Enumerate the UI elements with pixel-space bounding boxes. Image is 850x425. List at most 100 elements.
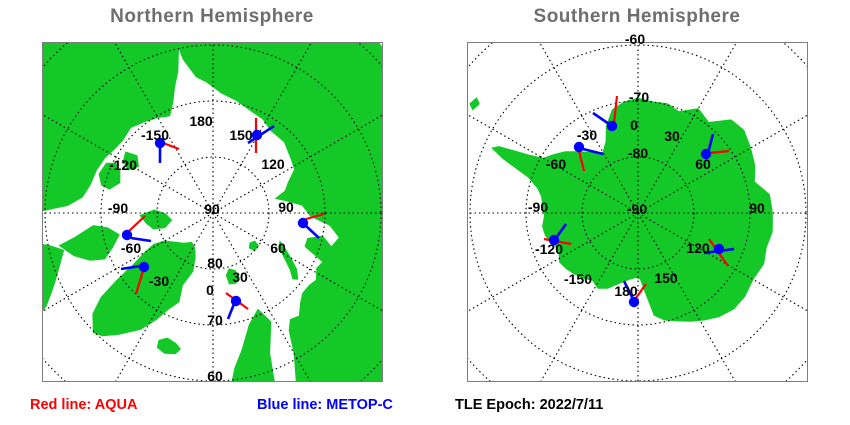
longitude-label: -60 [545,156,567,172]
landmass [122,151,139,171]
satellite-position-dot [154,137,166,149]
metop-c-track-line [622,280,635,300]
latitude-label: 80 [207,255,223,271]
south-hemisphere-map: -90 -80 -70 -60 0 30 60 90 120 150 180 -150 -120 -90 -… [467,32,808,382]
satellite-position-dot [251,129,263,141]
aqua-track-line [134,270,145,295]
landmass [58,225,120,261]
satellite-position-dot [121,229,133,241]
aqua-track-line [162,141,180,151]
metop-c-track-line [554,223,568,239]
latitude-circle [156,156,270,270]
satellite-position-dot [606,120,618,132]
longitude-label: 120 [261,156,285,172]
longitude-label: 120 [686,240,710,256]
meridian-line [540,212,639,381]
satellite-marker [154,137,180,163]
longitude-label: -90 [527,199,549,215]
longitude-label: -30 [148,273,170,289]
aqua-track-line [305,212,325,221]
aqua-track-line [128,215,146,232]
metop-c-track-line [226,303,236,320]
latitude-circle [581,156,695,270]
satellite-position-dot [548,234,560,246]
north-map-title: Northern Hemisphere [110,6,314,27]
meridian-line [468,114,639,214]
meridian-line [212,114,382,214]
landmass [98,162,121,190]
latitude-label: -90 [626,201,648,217]
meridian-line [539,43,639,214]
latitude-label: 60 [207,368,223,384]
longitude-label: -150 [563,271,593,287]
satellite-position-dot [713,243,725,255]
longitude-label: 60 [695,156,711,172]
meridian-line [212,212,311,381]
landmass [469,97,480,111]
meridian-line [637,114,807,214]
meridian-line [115,212,214,381]
aqua-track-line [612,95,619,124]
satellite-marker [573,141,604,172]
meridian-line [637,43,737,214]
longitude-label: -120 [108,157,138,173]
meridian-line [43,114,214,214]
landmass [248,240,259,252]
south-map-title: Southern Hemisphere [533,6,741,27]
satellite-position-dot [230,295,242,307]
longitude-label: 60 [270,240,286,256]
longitude-label: 180 [189,113,213,129]
landmass [278,240,299,280]
metop-c-track-line [592,111,610,126]
longitude-label: 90 [749,200,765,216]
meridian-line [212,212,382,312]
latitude-label: 70 [207,312,223,328]
meridian-line [637,212,807,312]
longitude-label: 180 [614,283,638,299]
legend-blue-line-metop-c: Blue line: METOP-C [257,397,393,413]
meridian-line [43,212,214,312]
satellite-marker [700,133,730,160]
longitude-label: 150 [654,270,678,286]
satellite-marker [120,261,150,295]
satellite-marker [247,118,275,153]
longitude-label: 0 [630,117,638,133]
aqua-track-line [635,283,647,299]
satellite-marker [703,238,735,267]
satellite-position-dot [297,217,309,229]
legend-tle-epoch: TLE Epoch: 2022/7/11 [455,397,604,413]
satellite-position-dot [628,296,640,308]
landmass [92,240,196,337]
satellite-marker [121,215,152,243]
satellite-position-dot [573,141,585,153]
longitude-label: 30 [232,269,248,285]
longitude-label: -60 [120,240,142,256]
aqua-track-line [708,149,730,155]
aqua-track-line [577,150,586,172]
meridian-line [212,43,312,214]
north-hemisphere-map: 90 80 70 60 180 -150 150 -120 120 -90 90 -60 60 -30 30… [42,42,383,384]
metop-c-track-line [305,225,320,239]
satellite-position-dot [138,261,150,273]
metop-c-track-line [130,236,152,243]
satellite-marker [297,212,325,239]
satellite-position-dot [700,148,712,160]
meridian-line [637,212,736,381]
latitude-circle [100,100,326,326]
north-map-canvas [43,43,382,381]
longitude-label: -120 [534,241,564,257]
latitude-label: 90 [204,201,220,217]
longitude-label: 90 [278,199,294,215]
latitude-circle [525,100,751,326]
metop-c-track-line [582,147,604,156]
latitude-label: -80 [627,145,649,161]
metop-c-track-line [120,264,142,271]
south-map-canvas [468,43,807,381]
landmass [43,43,180,312]
meridian-line [468,212,639,312]
satellite-marker [592,95,619,132]
longitude-label: -90 [107,200,129,216]
latitude-label: -70 [628,89,650,105]
satellite-marker [622,280,647,308]
